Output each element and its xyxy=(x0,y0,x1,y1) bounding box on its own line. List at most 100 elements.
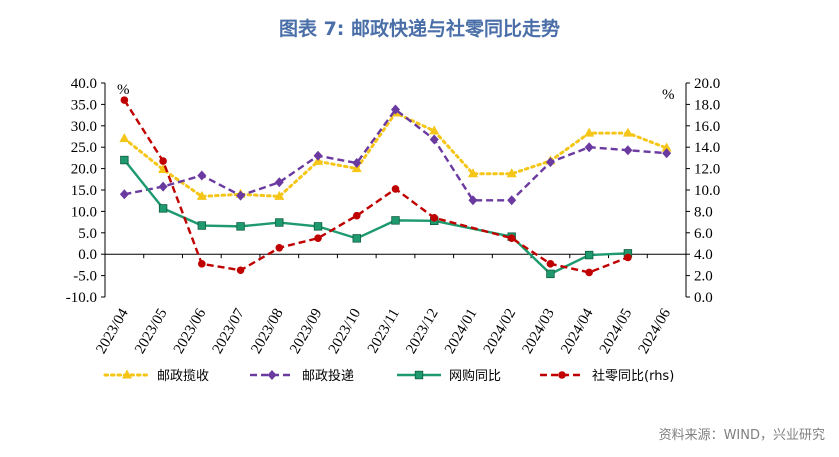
y-left-unit: % xyxy=(117,82,130,98)
point-square xyxy=(391,216,400,225)
x-tick-label: 2023/07 xyxy=(210,306,249,357)
point-circle xyxy=(507,234,516,242)
point-diamond xyxy=(391,104,400,115)
x-tick-label: 2023/10 xyxy=(326,306,364,357)
point-triangle xyxy=(661,142,672,152)
point-diamond xyxy=(507,195,517,206)
y-right-tick-label: 14.0 xyxy=(694,140,720,156)
series-line xyxy=(123,99,629,274)
point-circle xyxy=(585,268,593,277)
y-right-tick-label: 4.0 xyxy=(694,247,713,263)
y-right-tick-label: 18.0 xyxy=(694,97,720,113)
y-left-tick-label: 35.0 xyxy=(71,97,97,113)
point-diamond xyxy=(274,177,284,188)
y-left-tick-label: -10.0 xyxy=(66,290,97,306)
y-left-tick-label: 20.0 xyxy=(71,162,97,178)
y-right-tick-label: 0.0 xyxy=(694,290,713,306)
x-tick-label: 2024/06 xyxy=(636,306,675,357)
y-right-tick-label: 16.0 xyxy=(694,119,720,135)
series-line xyxy=(124,107,667,202)
point-square xyxy=(414,370,424,380)
y-right-tick-label: 8.0 xyxy=(694,204,713,220)
x-tick-label: 2024/04 xyxy=(558,306,597,357)
chart-title: 图表 7: 邮政快递与社零同比走势 xyxy=(278,18,561,40)
point-diamond xyxy=(267,370,277,380)
x-tick-label: 2023/12 xyxy=(403,306,441,357)
x-tick-label: 2024/01 xyxy=(442,306,480,357)
point-square xyxy=(352,234,361,243)
x-tick-label: 2024/02 xyxy=(481,306,519,357)
point-diamond xyxy=(158,181,168,192)
point-square xyxy=(158,204,168,213)
series-layer xyxy=(119,96,672,279)
point-triangle xyxy=(429,125,440,135)
legend-item: 网购同比 xyxy=(397,368,501,384)
point-square xyxy=(546,269,555,279)
y-right-tick-label: 2.0 xyxy=(694,269,713,285)
y-left-tick-label: 40.0 xyxy=(71,76,97,92)
point-square xyxy=(584,250,594,260)
legend-label: 邮政揽收 xyxy=(157,368,209,384)
legend-item: 邮政投递 xyxy=(250,368,354,384)
y-left-tick-label: 15.0 xyxy=(71,183,97,199)
series-line xyxy=(122,111,669,198)
point-diamond xyxy=(662,148,672,159)
x-tick-label: 2023/04 xyxy=(93,306,132,357)
point-triangle xyxy=(274,190,285,200)
legend-label: 社零同比(rhs) xyxy=(592,368,674,384)
point-diamond xyxy=(197,170,207,181)
x-tick-label: 2023/09 xyxy=(287,306,325,357)
x-tick-label: 2023/05 xyxy=(132,306,170,357)
y-left-tick-label: 0.0 xyxy=(78,247,97,263)
legend-item: 邮政揽收 xyxy=(103,368,209,384)
legend: 邮政揽收 邮政投递 网购同比 社零同比(rhs) xyxy=(103,368,674,384)
point-diamond xyxy=(623,145,633,156)
point-square xyxy=(275,218,284,227)
point-circle xyxy=(236,266,245,275)
point-triangle xyxy=(467,168,478,178)
y-right-tick-label: 6.0 xyxy=(694,226,713,242)
y-left-tick-label: 5.0 xyxy=(78,226,97,242)
y-left-tick-label: -5.0 xyxy=(73,269,97,285)
point-triangle xyxy=(622,127,633,137)
series-1 xyxy=(119,104,672,206)
point-square xyxy=(313,222,323,231)
y-right-tick-label: 20.0 xyxy=(694,76,720,92)
y-right-unit: % xyxy=(662,87,675,103)
point-circle xyxy=(352,211,361,220)
point-diamond xyxy=(429,134,439,145)
point-circle xyxy=(314,234,322,242)
point-square xyxy=(197,221,207,230)
legend-label: 网购同比 xyxy=(449,368,501,384)
x-tick-label: 2023/11 xyxy=(365,306,403,356)
point-circle xyxy=(391,185,400,193)
series-3 xyxy=(120,96,632,277)
point-diamond xyxy=(236,190,246,201)
point-triangle xyxy=(584,127,595,137)
legend-label: 邮政投递 xyxy=(302,368,354,384)
point-circle xyxy=(120,96,129,104)
y-left-tick-label: 25.0 xyxy=(71,140,97,156)
point-circle xyxy=(198,260,206,268)
point-triangle xyxy=(506,168,517,178)
point-diamond xyxy=(468,195,478,206)
point-circle xyxy=(430,214,439,222)
point-circle xyxy=(159,157,167,165)
point-square xyxy=(120,155,129,165)
point-diamond xyxy=(352,158,362,169)
point-triangle xyxy=(196,190,207,200)
point-triangle xyxy=(122,369,132,379)
point-diamond xyxy=(545,157,555,168)
x-tick-label: 2024/05 xyxy=(597,306,635,357)
point-diamond xyxy=(119,189,129,200)
point-diamond xyxy=(584,142,594,153)
point-circle xyxy=(546,260,555,268)
point-diamond xyxy=(313,150,323,161)
series-2 xyxy=(120,155,633,279)
y-right-tick-label: 12.0 xyxy=(694,162,720,178)
point-triangle xyxy=(119,133,130,143)
legend-item: 社零同比(rhs) xyxy=(540,368,674,384)
y-left-tick-label: 10.0 xyxy=(71,204,97,220)
source-note: 资料来源：WIND，兴业研究 xyxy=(658,428,825,443)
